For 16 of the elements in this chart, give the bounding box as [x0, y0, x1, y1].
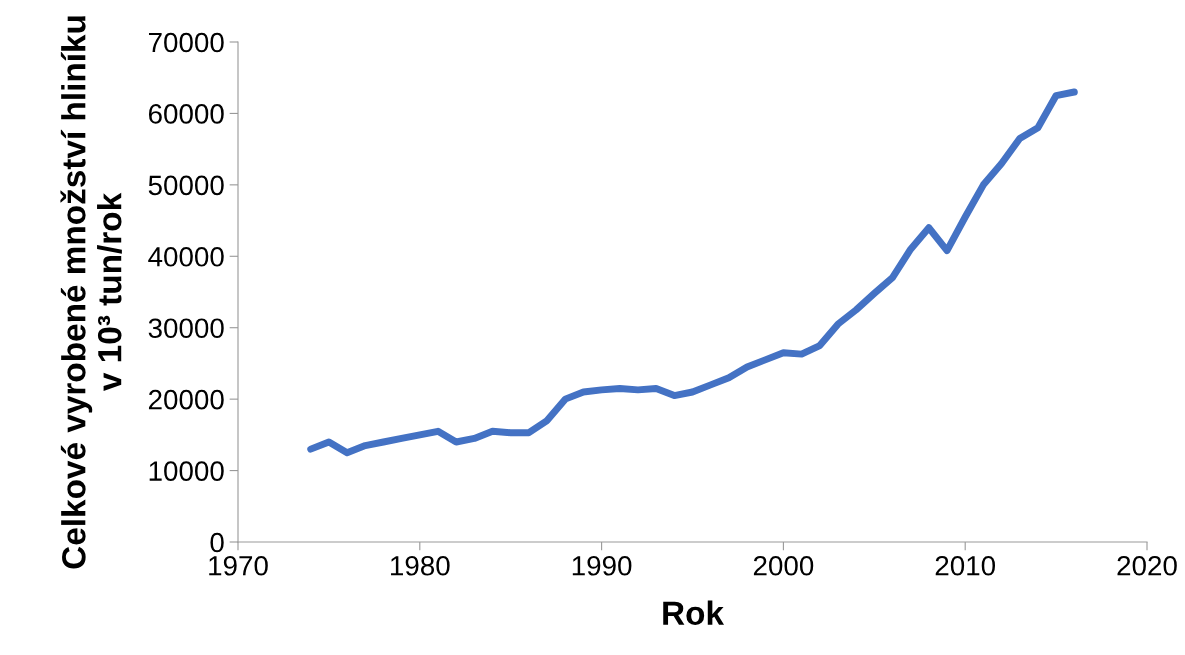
y-tick-label: 20000	[148, 389, 224, 410]
y-tick-label: 60000	[148, 104, 224, 124]
x-tick-label: 1990	[572, 555, 632, 576]
y-tick-label: 40000	[148, 246, 224, 267]
y-tick-label: 10000	[149, 461, 224, 481]
x-tick-label: 1970	[209, 555, 268, 576]
x-tick-label: 2000	[753, 555, 814, 576]
x-tick-label: 2010	[935, 555, 996, 576]
x-tick-label: 2020	[1117, 555, 1177, 576]
x-axis-title: Rok	[663, 600, 725, 626]
y-tick-label: 30000	[148, 318, 224, 339]
y-tick-label: 70000	[148, 32, 224, 53]
y-tick-label: 0	[210, 532, 224, 553]
y-tick-label: 50000	[148, 175, 224, 196]
x-tick-label: 1980	[391, 555, 450, 576]
y-axis-title: Celkové vyrobené množství hliníku v 10³ tun/rok	[60, 16, 122, 569]
